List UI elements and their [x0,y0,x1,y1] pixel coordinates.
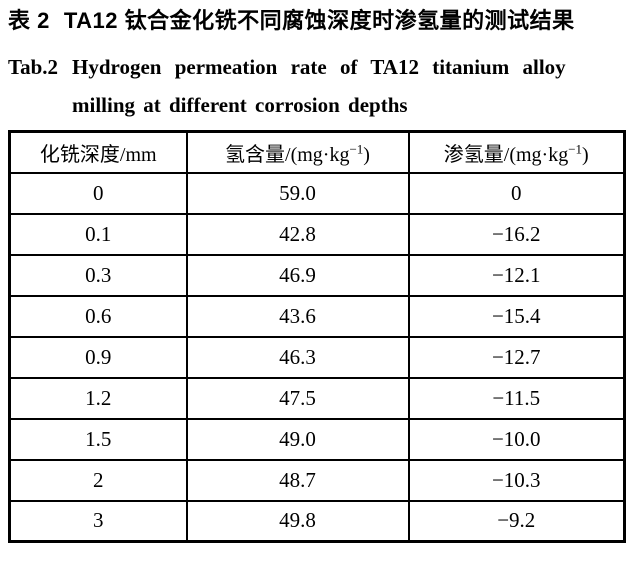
table-header-depth: 化铣深度/mm [8,130,188,174]
header-superscript: −1 [568,141,583,157]
table-body: 0 59.0 0 0.1 42.8 −16.2 0.3 46.9 −12.1 0.6 43.6 −15… [8,171,626,543]
table-cell: 0.3 [8,253,188,297]
table-caption-en-line2: milling at different corrosion depths [72,93,408,117]
table-cell: 1.2 [8,376,188,420]
table-header-hydrogen-permeation: 渗氢量/(mg·kg−1) [407,130,626,174]
table-row: 1.2 47.5 −11.5 [8,376,626,420]
table-cell: 46.3 [185,335,410,379]
table-row: 0 59.0 0 [8,171,626,215]
table-caption-zh-title: TA12 钛合金化铣不同腐蚀深度时渗氢量的测试结果 [63,8,575,33]
table-caption-zh: 表 2 TA12 钛合金化铣不同腐蚀深度时渗氢量的测试结果 [8,6,624,36]
table-cell: −15.4 [407,294,626,338]
table-header-row: 化铣深度/mm 氢含量/(mg·kg−1) 渗氢量/(mg·kg−1) [8,130,626,174]
table-row: 1.5 49.0 −10.0 [8,417,626,461]
table-row: 0.6 43.6 −15.4 [8,294,626,338]
header-text: 化铣深度/mm [39,143,157,166]
table-cell: 1.5 [8,417,188,461]
header-text: 氢含量/(mg·kg [225,143,350,166]
table-cell: 42.8 [185,212,410,256]
data-table: 化铣深度/mm 氢含量/(mg·kg−1) 渗氢量/(mg·kg−1) 0 59.… [8,130,626,543]
table-caption-en-label: Tab.2 [8,55,59,79]
table-caption-zh-label: 表 2 [8,8,50,33]
table-row: 0.3 46.9 −12.1 [8,253,626,297]
table-cell: −16.2 [407,212,626,256]
table-cell: 0 [407,171,626,215]
table-cell: −12.1 [407,253,626,297]
table-cell: 48.7 [185,458,410,502]
table-cell: −10.3 [407,458,626,502]
table-row: 3 49.8 −9.2 [8,499,626,543]
table-cell: 3 [8,499,188,543]
table-cell: −11.5 [407,376,626,420]
table-cell: 2 [8,458,188,502]
table-caption-en: Tab.2 Hydrogen permeation rate of TA12 ti… [8,54,624,118]
table-header-hydrogen-content: 氢含量/(mg·kg−1) [185,130,410,174]
table-row: 0.1 42.8 −16.2 [8,212,626,256]
table-cell: 43.6 [185,294,410,338]
table-cell: −10.0 [407,417,626,461]
table-cell: 46.9 [185,253,410,297]
table-cell: 0.9 [8,335,188,379]
header-text: 渗氢量/(mg·kg [443,143,569,166]
table-row: 2 48.7 −10.3 [8,458,626,502]
table-row: 0.9 46.3 −12.7 [8,335,626,379]
header-text: ) [582,143,589,166]
table-cell: −12.7 [407,335,626,379]
table-cell: 49.8 [185,499,410,543]
table-caption-en-text: Hydrogen permeation rate of TA12 titaniu… [72,55,566,79]
table-cell: 59.0 [185,171,410,215]
table-caption-en-line1: Tab.2 Hydrogen permeation rate of TA12 ti… [8,54,624,80]
table-cell: 0 [8,171,188,215]
header-superscript: −1 [349,141,364,157]
table-cell: 47.5 [185,376,410,420]
table-cell: 49.0 [185,417,410,461]
table-cell: −9.2 [407,499,626,543]
table-cell: 0.6 [8,294,188,338]
header-text: ) [363,143,370,166]
table-cell: 0.1 [8,212,188,256]
